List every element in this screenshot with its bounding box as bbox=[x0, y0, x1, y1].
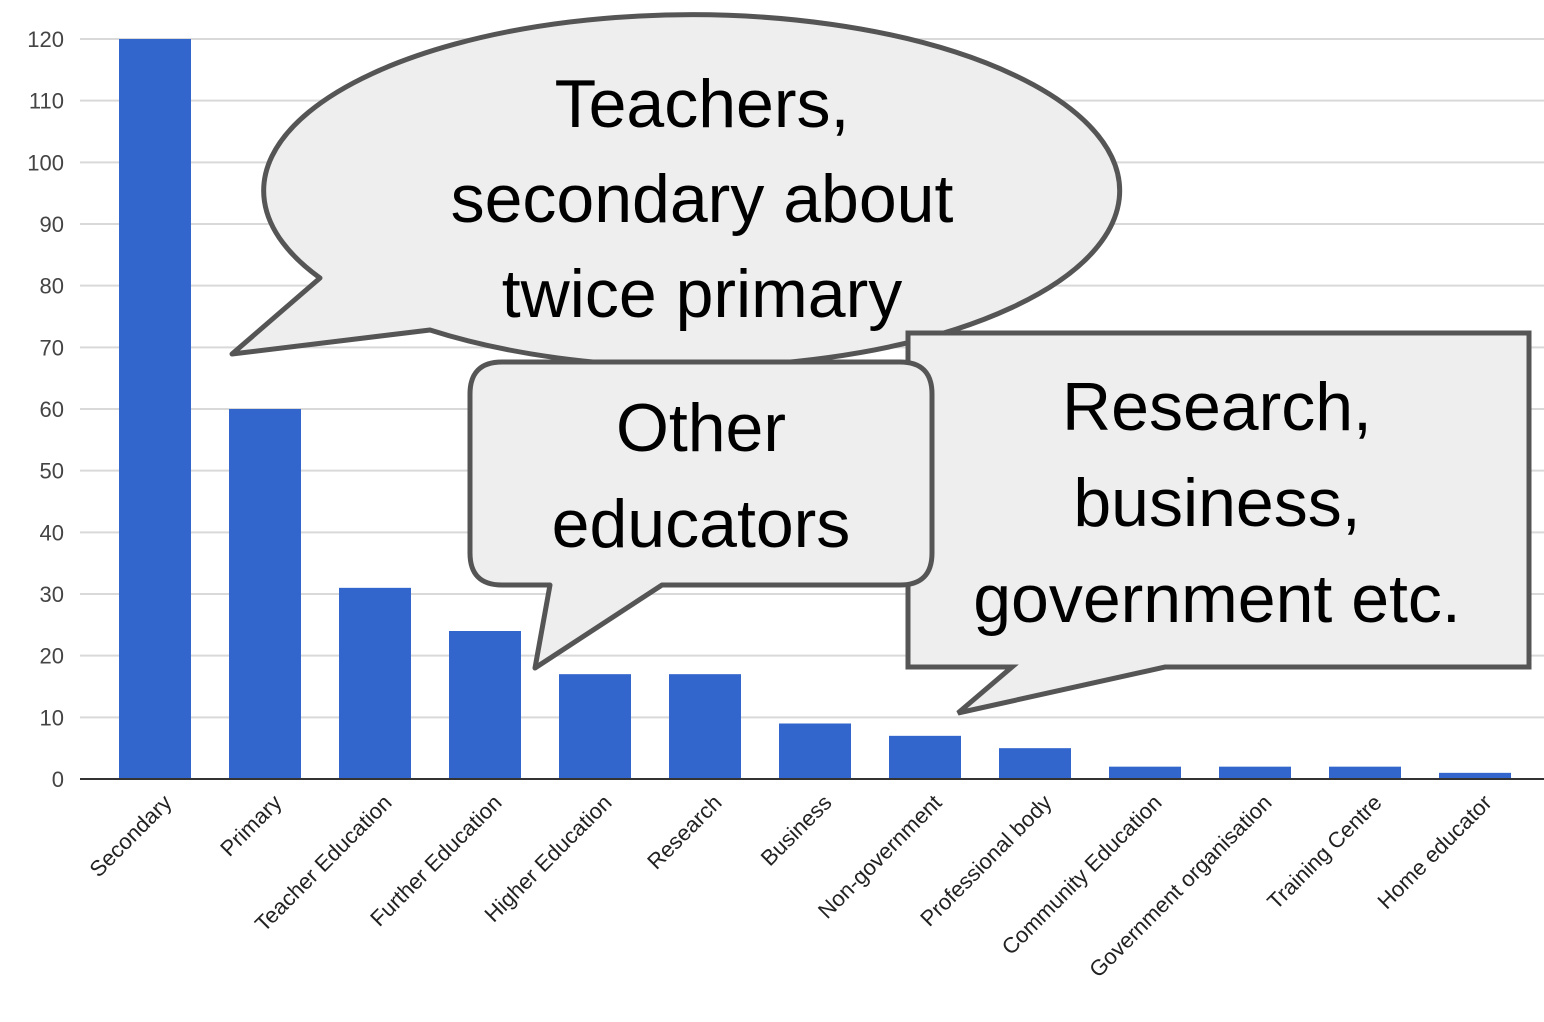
y-tick-label: 110 bbox=[29, 89, 64, 114]
x-category-label: Secondary bbox=[84, 790, 176, 882]
y-axis-ticks: 0 10 20 30 40 50 60 70 80 90 100 110 120 bbox=[27, 27, 64, 792]
callout-research-line-1: Research, bbox=[1062, 369, 1372, 445]
bar bbox=[229, 409, 301, 779]
bar bbox=[1109, 766, 1181, 779]
callout-research-line-2: business, bbox=[1073, 465, 1360, 541]
callout-educators-line-1: Other bbox=[616, 390, 786, 466]
y-tick-label: 60 bbox=[40, 397, 64, 422]
callout-educators: Other educators bbox=[467, 359, 935, 671]
y-tick-label: 10 bbox=[40, 705, 64, 730]
x-category-label: Home educator bbox=[1372, 790, 1496, 914]
callout-research: Research, business, government etc. bbox=[905, 330, 1532, 716]
bar bbox=[119, 39, 191, 779]
callout-teachers-line-2: secondary about bbox=[451, 161, 954, 237]
x-category-label: Government organisation bbox=[1084, 790, 1276, 982]
x-category-label: Training Centre bbox=[1262, 790, 1386, 914]
callout-teachers-line-3: twice primary bbox=[502, 256, 903, 332]
y-tick-label: 50 bbox=[40, 459, 64, 484]
bar bbox=[999, 748, 1071, 779]
bar bbox=[669, 674, 741, 779]
bar bbox=[779, 723, 851, 779]
callout-teachers-line-1: Teachers, bbox=[555, 66, 850, 142]
y-tick-label: 90 bbox=[40, 212, 64, 237]
callout-research-bubble bbox=[905, 330, 1532, 716]
y-tick-label: 120 bbox=[27, 27, 64, 52]
bars bbox=[119, 39, 1511, 779]
x-category-label: Business bbox=[756, 790, 837, 871]
callout-educators-bubble bbox=[467, 359, 935, 671]
x-category-label: Primary bbox=[215, 790, 286, 861]
y-tick-label: 40 bbox=[40, 520, 64, 545]
bar bbox=[449, 631, 521, 779]
x-category-label: Research bbox=[642, 790, 726, 874]
bar bbox=[559, 674, 631, 779]
callout-educators-line-2: educators bbox=[552, 486, 851, 562]
bar bbox=[1219, 766, 1291, 779]
callout-teachers: Teachers, secondary about twice primary bbox=[229, 12, 1123, 370]
y-tick-label: 20 bbox=[40, 644, 64, 669]
y-tick-label: 100 bbox=[27, 150, 64, 175]
bar bbox=[339, 587, 411, 779]
bar bbox=[1439, 772, 1511, 779]
y-tick-label: 0 bbox=[52, 767, 64, 792]
y-tick-label: 80 bbox=[40, 274, 64, 299]
bar bbox=[889, 735, 961, 779]
y-tick-label: 30 bbox=[40, 582, 64, 607]
callout-research-line-3: government etc. bbox=[973, 561, 1461, 637]
y-tick-label: 70 bbox=[40, 335, 64, 360]
bar bbox=[1329, 766, 1401, 779]
